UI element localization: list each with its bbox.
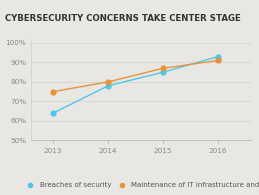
Text: CYBERSECURITY CONCERNS TAKE CENTER STAGE: CYBERSECURITY CONCERNS TAKE CENTER STAGE <box>5 14 241 23</box>
Legend: Breaches of security, Maintenance of IT infrastructure and systems: Breaches of security, Maintenance of IT … <box>24 182 259 188</box>
